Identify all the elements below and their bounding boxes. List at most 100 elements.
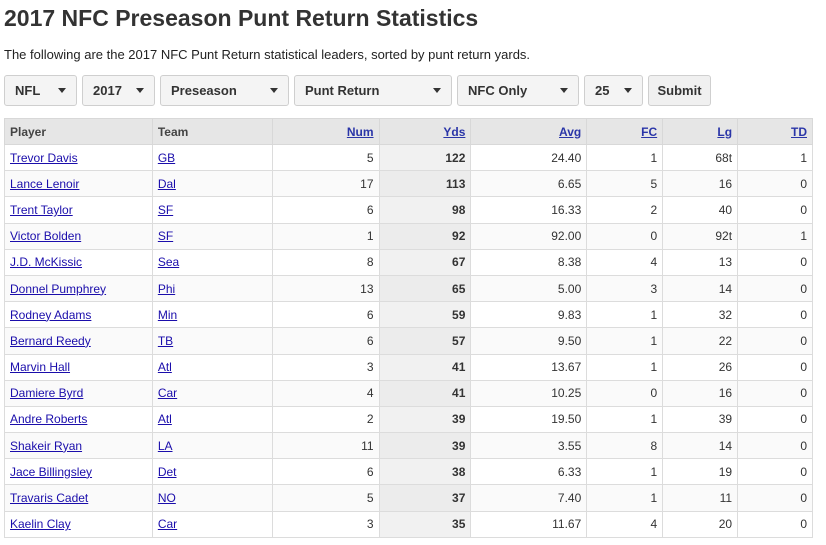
cell-lg: 19 <box>662 458 739 486</box>
cell-team: Min <box>151 301 273 329</box>
cell-fc: 4 <box>586 510 664 538</box>
table-row: Rodney Adams Min 6 59 9.83 1 32 0 <box>4 301 813 329</box>
team-link[interactable]: TB <box>157 333 174 348</box>
chevron-down-icon <box>433 88 441 93</box>
cell-team: Car <box>151 379 273 407</box>
player-link[interactable]: J.D. McKissic <box>10 255 82 270</box>
cell-avg: 6.33 <box>470 458 588 486</box>
cell-team: Det <box>151 458 273 486</box>
team-link[interactable]: Min <box>157 307 178 322</box>
team-link[interactable]: Atl <box>157 360 172 375</box>
player-link[interactable]: Trevor Davis <box>10 150 78 165</box>
cell-yds: 39 <box>378 432 472 460</box>
cell-avg: 7.40 <box>470 484 588 512</box>
cell-fc: 1 <box>586 327 664 355</box>
cell-td: 0 <box>737 432 813 460</box>
team-link[interactable]: SF <box>157 229 174 244</box>
cell-avg: 8.38 <box>470 248 588 276</box>
category-select[interactable]: Punt Return <box>294 75 452 106</box>
cell-num: 5 <box>271 143 380 172</box>
cell-num: 6 <box>271 458 380 486</box>
season-type-select[interactable]: Preseason <box>160 75 289 106</box>
cell-fc: 1 <box>586 143 664 172</box>
cell-player: Andre Roberts <box>4 405 153 434</box>
sort-yds-link[interactable]: Yds <box>443 124 466 139</box>
player-link[interactable]: Kaelin Clay <box>10 517 71 532</box>
cell-team: Phi <box>151 274 273 303</box>
team-link[interactable]: Det <box>157 464 177 479</box>
table-row: Kaelin Clay Car 3 35 11.67 4 20 0 <box>4 510 813 538</box>
team-link[interactable]: Atl <box>157 412 172 427</box>
team-link[interactable]: SF <box>157 202 174 217</box>
chevron-down-icon <box>58 88 66 93</box>
limit-select[interactable]: 25 <box>584 75 643 106</box>
team-link[interactable]: LA <box>157 438 173 453</box>
season-select[interactable]: 2017 <box>82 75 155 106</box>
cell-td: 0 <box>737 274 813 303</box>
player-link[interactable]: Damiere Byrd <box>10 386 84 401</box>
table-row: Jace Billingsley Det 6 38 6.33 1 19 0 <box>4 458 813 486</box>
cell-lg: 92t <box>662 222 739 250</box>
header-td[interactable]: TD <box>737 118 813 145</box>
player-link[interactable]: Andre Roberts <box>10 412 88 427</box>
cell-td: 0 <box>737 484 813 512</box>
player-link[interactable]: Travaris Cadet <box>10 491 89 506</box>
conference-select[interactable]: NFC Only <box>457 75 579 106</box>
player-link[interactable]: Victor Bolden <box>10 229 82 244</box>
cell-td: 0 <box>737 327 813 355</box>
sort-td-link[interactable]: TD <box>791 124 807 139</box>
submit-button[interactable]: Submit <box>648 75 711 106</box>
player-link[interactable]: Marvin Hall <box>10 360 71 375</box>
team-link[interactable]: GB <box>157 150 176 165</box>
table-row: Victor Bolden SF 1 92 92.00 0 92t 1 <box>4 222 813 250</box>
team-link[interactable]: Phi <box>157 281 176 296</box>
cell-fc: 1 <box>586 458 664 486</box>
cell-td: 0 <box>737 510 813 538</box>
cell-yds: 67 <box>378 248 472 276</box>
player-link[interactable]: Jace Billingsley <box>10 464 93 479</box>
cell-player: Damiere Byrd <box>4 379 153 407</box>
header-lg[interactable]: Lg <box>662 118 739 145</box>
cell-num: 6 <box>271 301 380 329</box>
team-link[interactable]: NO <box>157 491 176 506</box>
cell-lg: 22 <box>662 327 739 355</box>
cell-lg: 40 <box>662 196 739 224</box>
cell-fc: 1 <box>586 353 664 381</box>
player-link[interactable]: Donnel Pumphrey <box>10 281 107 296</box>
team-link[interactable]: Car <box>157 517 178 532</box>
cell-num: 11 <box>271 432 380 460</box>
team-link[interactable]: Car <box>157 386 178 401</box>
cell-avg: 16.33 <box>470 196 588 224</box>
chevron-down-icon <box>624 88 632 93</box>
header-avg[interactable]: Avg <box>470 118 588 145</box>
league-select-value: NFL <box>15 83 41 98</box>
cell-td: 0 <box>737 353 813 381</box>
header-num[interactable]: Num <box>271 118 380 145</box>
cell-yds: 37 <box>378 484 472 512</box>
cell-lg: 16 <box>662 170 739 198</box>
player-link[interactable]: Bernard Reedy <box>10 333 91 348</box>
team-link[interactable]: Dal <box>157 176 176 191</box>
cell-avg: 5.00 <box>470 274 588 303</box>
sort-num-link[interactable]: Num <box>346 124 374 139</box>
cell-yds: 65 <box>378 274 472 303</box>
team-link[interactable]: Sea <box>157 255 180 270</box>
player-link[interactable]: Lance Lenoir <box>10 176 80 191</box>
player-link[interactable]: Shakeir Ryan <box>10 438 83 453</box>
player-link[interactable]: Trent Taylor <box>10 202 73 217</box>
player-link[interactable]: Rodney Adams <box>10 307 92 322</box>
cell-team: SF <box>151 196 273 224</box>
cell-team: Car <box>151 510 273 538</box>
header-fc[interactable]: FC <box>586 118 664 145</box>
sort-avg-link[interactable]: Avg <box>559 124 582 139</box>
cell-player: Victor Bolden <box>4 222 153 250</box>
league-select[interactable]: NFL <box>4 75 77 106</box>
cell-avg: 3.55 <box>470 432 588 460</box>
sort-fc-link[interactable]: FC <box>641 124 658 139</box>
cell-yds: 38 <box>378 458 472 486</box>
table-row: Damiere Byrd Car 4 41 10.25 0 16 0 <box>4 379 813 407</box>
sort-lg-link[interactable]: Lg <box>717 124 733 139</box>
cell-td: 0 <box>737 248 813 276</box>
cell-lg: 13 <box>662 248 739 276</box>
header-yds[interactable]: Yds <box>378 118 472 145</box>
